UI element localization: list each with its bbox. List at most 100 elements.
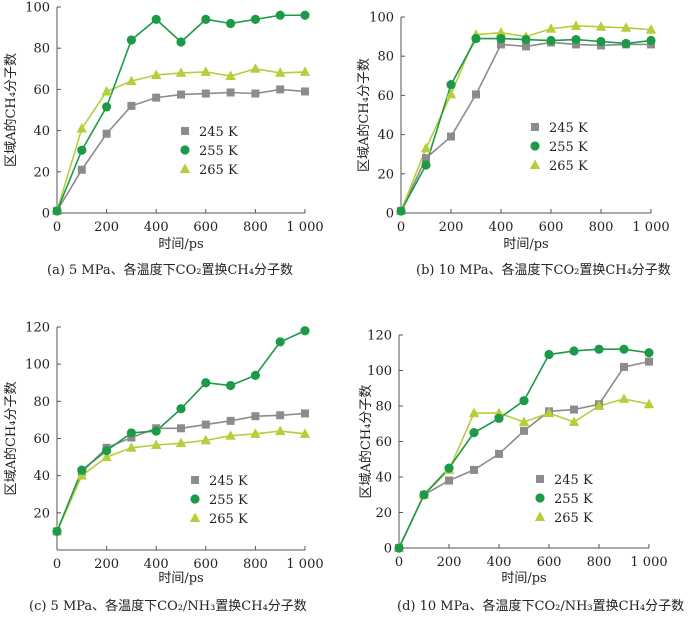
x-axis-label: 时间/ps [158,237,203,252]
data-point [593,400,605,410]
data-point [394,543,404,553]
data-point [127,433,136,442]
y-tick-label: 40 [33,124,50,139]
data-point [546,35,556,46]
data-point [420,142,432,153]
x-tick-label: 0 [395,555,403,570]
data-point [299,428,311,438]
data-point [201,14,211,24]
legend-label: 255 K [554,492,593,507]
data-point [127,101,136,110]
data-point [77,465,87,475]
x-tick-label: 400 [487,555,512,570]
y-tick-label: 0 [384,542,392,557]
data-point [545,23,557,33]
y-tick-label: 0 [42,207,50,222]
x-tick-label: 600 [193,557,218,572]
legend-marker [181,127,189,135]
data-point [522,42,530,51]
data-point [569,346,579,356]
data-point [446,80,456,90]
data-point [226,18,236,29]
x-tick-label: 1 000 [286,220,323,235]
legend-marker [536,475,544,483]
data-point [620,22,632,32]
data-point [176,37,186,47]
data-point [175,67,187,77]
y-tick-label: 20 [375,506,392,521]
data-point [77,145,87,155]
data-point [251,412,260,421]
data-point [619,344,629,354]
chart-panel-a: 0 200 400 600 800 1 000 0 20 40 60 80 100 时间/ps 区域A的C… [3,1,324,279]
data-point [151,69,162,79]
data-point [495,27,507,37]
y-tick-label: 60 [375,435,392,450]
legend-label: 255 K [549,140,588,155]
x-tick-label: 400 [144,220,169,235]
data-point [250,370,260,380]
data-point [226,416,235,425]
x-tick-label: 800 [589,220,614,235]
data-point [570,20,582,30]
data-point [421,160,431,170]
data-point [201,378,211,388]
series-line-255K [398,348,650,549]
y-tick-label: 100 [367,364,392,379]
data-point [200,434,211,445]
legend-label: 265 K [549,159,588,174]
y-tick-label: 80 [33,395,50,410]
x-tick-label: 1 000 [286,557,323,572]
data-point [447,132,455,141]
data-point [519,396,529,406]
data-point [250,14,260,24]
data-point [645,357,653,366]
x-tick-label: 200 [94,220,119,235]
data-point [496,33,506,44]
y-axis-label: 区域A的CH₄分子数 [358,385,374,499]
data-point [126,75,137,86]
data-point [520,426,528,435]
legend-label: 245 K [549,121,588,136]
data-point [594,344,604,354]
data-point [470,465,478,474]
chart-panel-b: 0 200 400 600 800 1 000 0 20 40 60 80 100 时间/ps 区域A的C… [356,11,671,279]
data-point [497,40,505,49]
chart-panel-c: 0 200 400 600 800 1 000 20 40 60 80 100 120 时间/ps 区域A… [3,321,324,615]
series-line-265K [56,67,306,212]
legend-marker [529,159,541,169]
x-tick-label: 600 [193,220,218,235]
x-tick-label: 200 [439,220,464,235]
data-point [301,409,309,418]
series-line-255K [400,37,652,212]
data-point [396,206,406,216]
data-point [101,85,112,96]
x-axis-label: 时间/ps [503,237,548,252]
legend-label: 265 K [209,512,248,527]
x-axis-label: 时间/ps [158,571,203,586]
data-point [102,445,112,456]
data-point [276,85,285,94]
legend-label: 255 K [199,144,238,159]
data-point [444,463,454,473]
data-point [201,420,210,429]
data-point [152,93,161,102]
legend-marker [190,494,200,504]
data-point [621,38,631,49]
data-point [645,24,657,34]
data-point [176,404,186,414]
data-point [445,88,457,99]
data-point [422,154,430,163]
data-point [646,35,656,46]
legend-marker [179,163,191,173]
data-point [471,33,481,44]
data-point [250,63,261,73]
x-tick-label: 800 [243,220,268,235]
data-point [126,442,137,452]
x-tick-label: 800 [243,557,268,572]
data-point [177,424,185,433]
y-tick-label: 40 [375,471,392,486]
data-point [299,66,311,76]
data-point [52,206,62,216]
